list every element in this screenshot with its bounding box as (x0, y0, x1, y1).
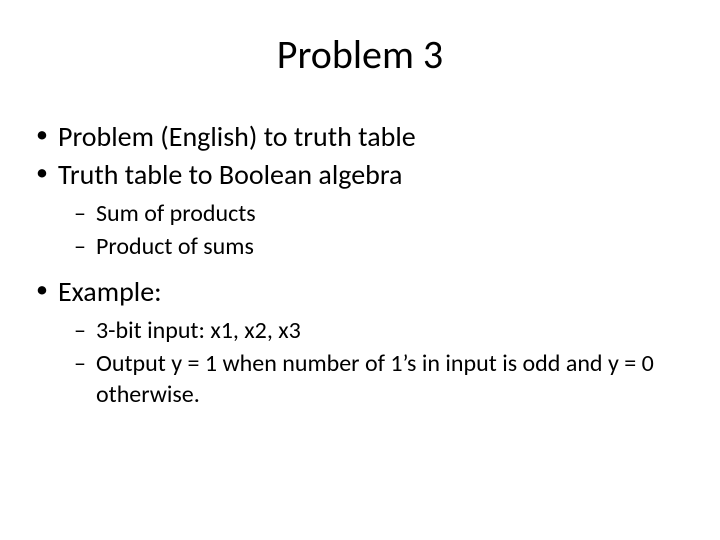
sub-bullet-item: Sum of products (96, 198, 690, 229)
bullet-list-level1: Problem (English) to truth table Truth t… (30, 119, 690, 410)
bullet-text: Truth table to Boolean algebra (58, 157, 402, 192)
bullet-item: Example: 3-bit input: x1, x2, x3 Output … (58, 274, 690, 410)
sub-bullet-item: Product of sums (96, 231, 690, 262)
bullet-text: Problem (English) to truth table (58, 119, 416, 154)
sub-bullet-text: Sum of products (96, 199, 256, 228)
bullet-text: Example: (58, 274, 162, 309)
sub-bullet-item: 3-bit input: x1, x2, x3 (96, 315, 690, 346)
slide: Problem 3 Problem (English) to truth tab… (0, 0, 720, 540)
slide-title: Problem 3 (30, 30, 690, 79)
bullet-list-level2: 3-bit input: x1, x2, x3 Output y = 1 whe… (58, 315, 690, 411)
sub-bullet-item: Output y = 1 when number of 1’s in input… (96, 348, 690, 410)
sub-bullet-text: Output y = 1 when number of 1’s in input… (96, 349, 654, 409)
bullet-list-level2: Sum of products Product of sums (58, 198, 690, 262)
bullet-item: Truth table to Boolean algebra Sum of pr… (58, 157, 690, 262)
bullet-item: Problem (English) to truth table (58, 119, 690, 155)
sub-bullet-text: Product of sums (96, 232, 254, 261)
sub-bullet-text: 3-bit input: x1, x2, x3 (96, 316, 301, 345)
